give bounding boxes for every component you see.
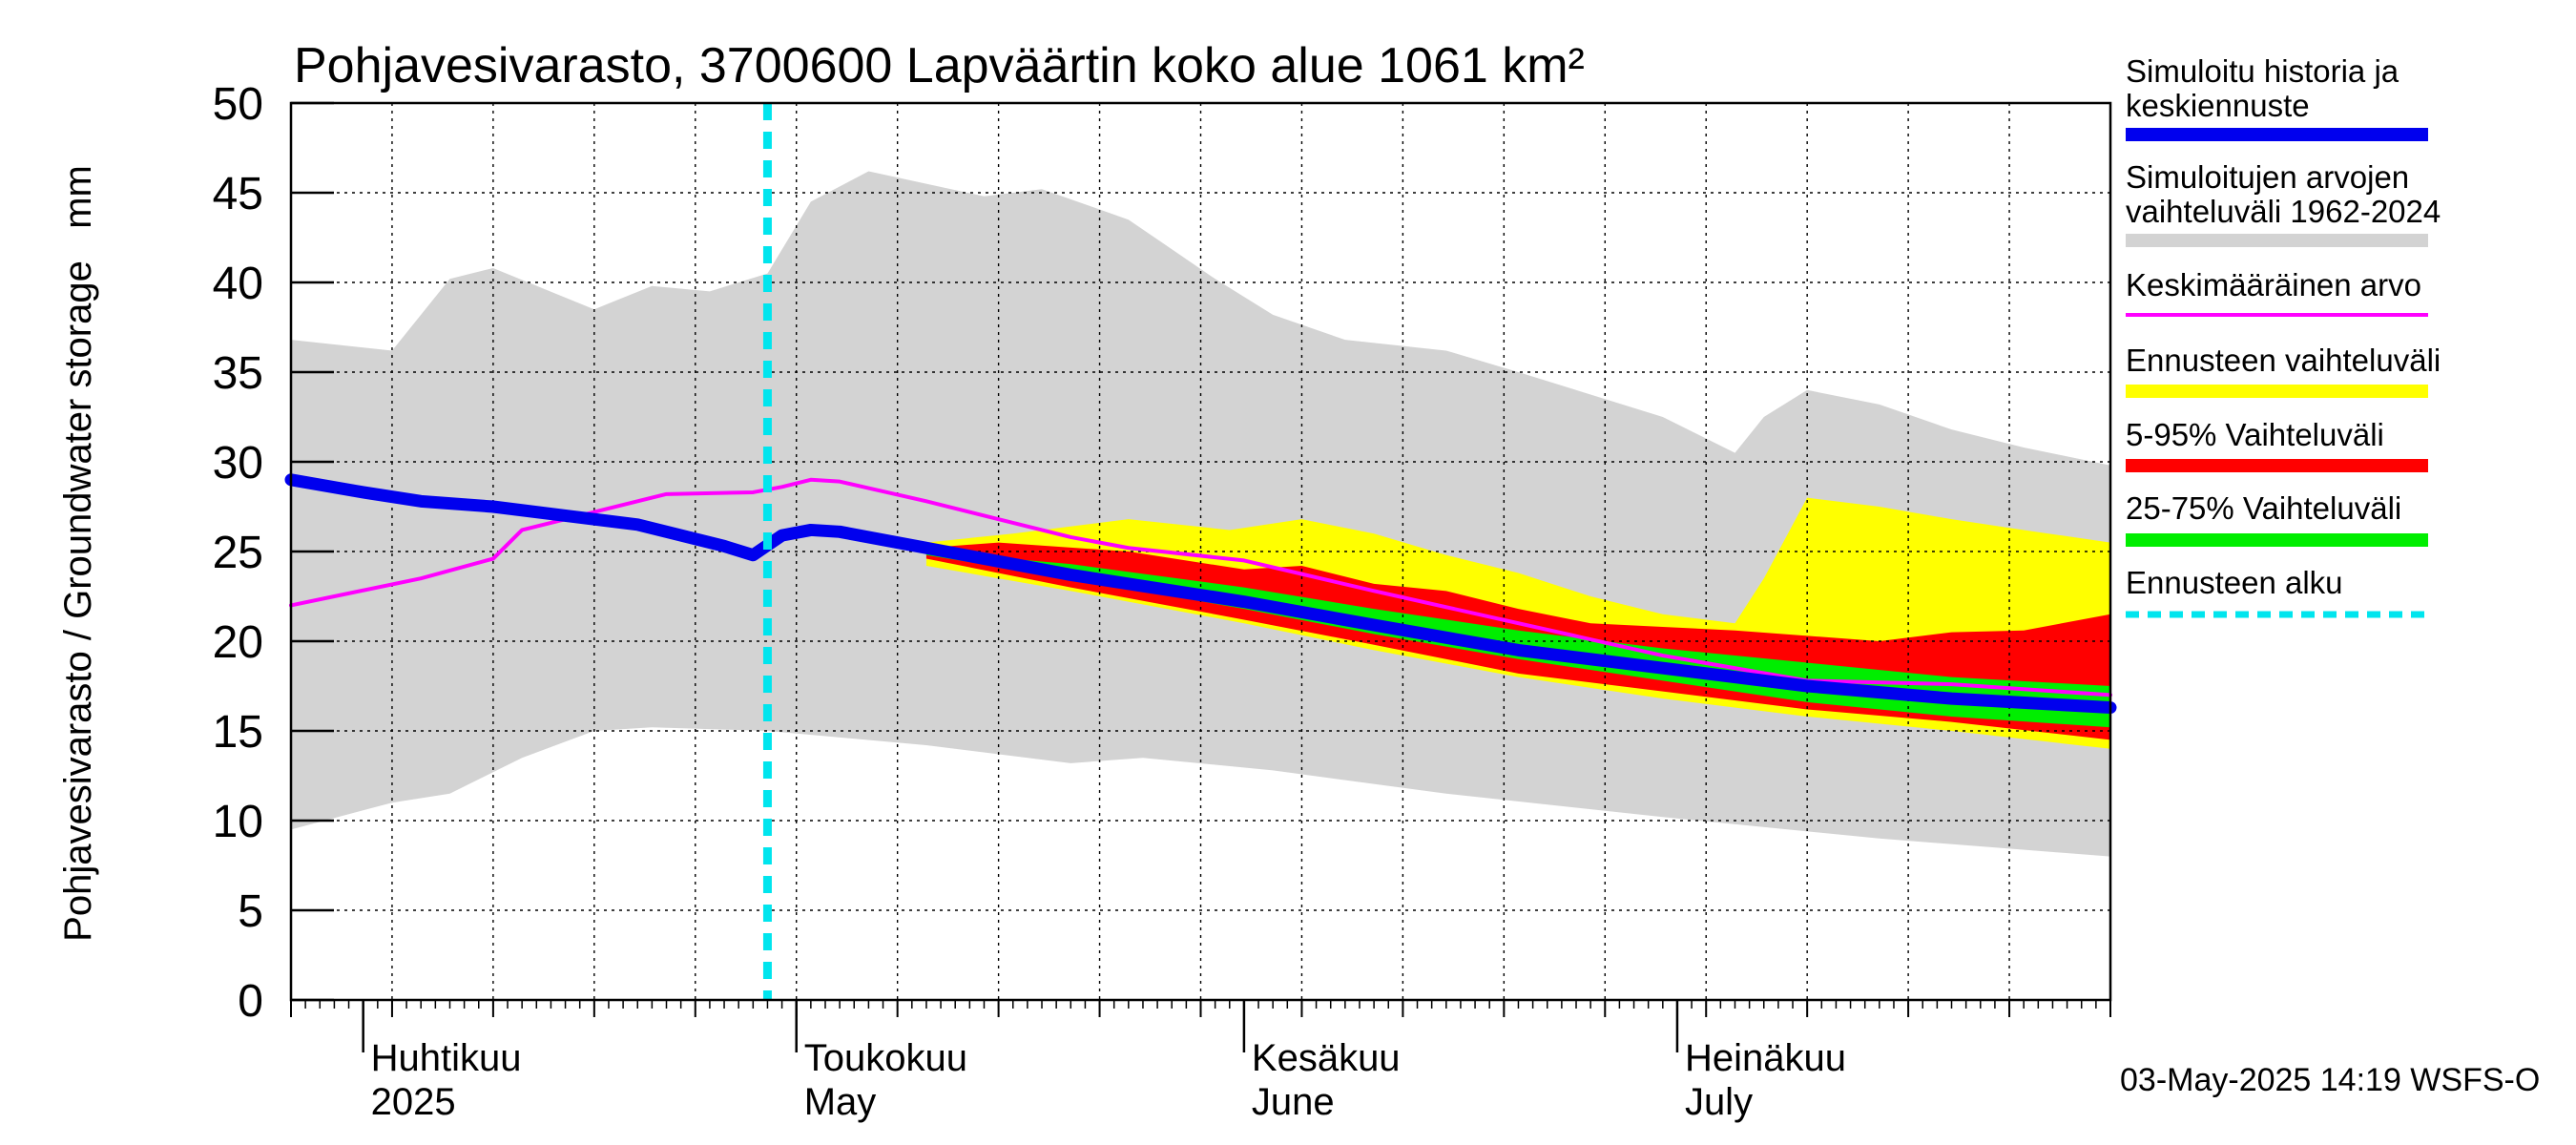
median-line (284, 473, 2117, 715)
legend-entry: 25-75% Vaihteluväli (2126, 490, 2428, 547)
month-label-fi: Toukokuu (804, 1037, 967, 1079)
month-label-en: July (1685, 1081, 1753, 1123)
y-tick-label: 45 (213, 169, 263, 219)
legend-label: vaihteluväli 1962-2024 (2126, 194, 2441, 229)
month-label-fi: Huhtikuu (371, 1037, 522, 1079)
y-tick-label: 20 (213, 617, 263, 668)
legend-label: Ennusteen vaihteluväli (2126, 343, 2441, 378)
grid (290, 103, 2111, 1000)
legend-entry: Ennusteen alku (2126, 565, 2428, 618)
y-tick-label: 5 (238, 886, 263, 937)
timestamp: 03-May-2025 14:19 WSFS-O (2120, 1062, 2540, 1098)
legend-entry: 5-95% Vaihteluväli (2126, 417, 2428, 472)
y-tick-label: 35 (213, 348, 263, 399)
month-label-en: June (1252, 1081, 1335, 1123)
y-tick-label: 40 (213, 259, 263, 309)
chart-title: Pohjavesivarasto, 3700600 Lapväärtin kok… (294, 38, 1585, 94)
y-tick-label: 50 (213, 79, 263, 130)
plot-area: 05101520253035404550Huhtikuu2025Toukokuu… (213, 79, 2117, 1123)
y-tick-label: 0 (238, 976, 263, 1027)
y-tick-label: 30 (213, 438, 263, 489)
month-label-en: May (804, 1081, 877, 1123)
y-axis: 0 5 10 15 20 25 30 35 40 45 50 (213, 79, 334, 1027)
legend-entry: Keskimääräinen arvo (2126, 267, 2428, 317)
y-tick-label: 10 (213, 797, 263, 847)
legend: Simuloitu historia jakeskiennusteSimuloi… (2126, 53, 2441, 618)
legend-label: 25-75% Vaihteluväli (2126, 490, 2401, 526)
month-label-en: 2025 (371, 1081, 456, 1123)
legend-entry: Ennusteen vaihteluväli (2126, 343, 2441, 398)
month-label-fi: Heinäkuu (1685, 1037, 1846, 1079)
legend-label: Ennusteen alku (2126, 565, 2343, 600)
legend-label: Simuloitujen arvojen (2126, 159, 2409, 195)
legend-label: Simuloitu historia ja (2126, 53, 2399, 89)
legend-label: keskiennuste (2126, 88, 2310, 123)
legend-label: 5-95% Vaihteluväli (2126, 417, 2384, 452)
mean-line (289, 477, 2112, 697)
month-label-fi: Kesäkuu (1252, 1037, 1401, 1079)
legend-label: Keskimääräinen arvo (2126, 267, 2421, 302)
y-axis-label: Pohjavesivarasto / Groundwater storage m… (57, 165, 99, 942)
y-tick-label: 25 (213, 528, 263, 578)
y-tick-label: 15 (213, 707, 263, 758)
